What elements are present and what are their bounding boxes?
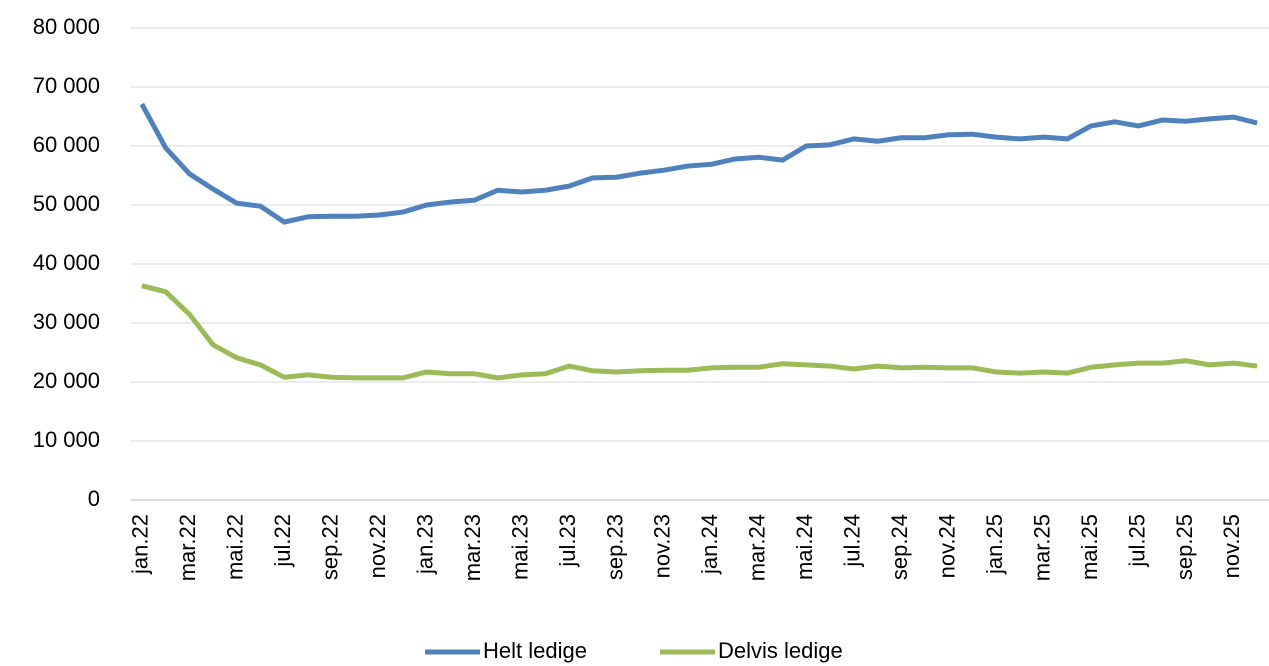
- x-tick-label: sep.25: [1172, 514, 1197, 580]
- x-tick-label: jan.22: [128, 514, 153, 575]
- x-tick-label: mar.22: [175, 514, 200, 581]
- x-tick-label: mai.24: [792, 514, 817, 580]
- y-tick-label: 50 000: [33, 191, 100, 216]
- x-tick-label: jul.22: [270, 514, 295, 568]
- x-tick-label: mar.24: [745, 514, 770, 581]
- series-line: [141, 283, 1258, 381]
- x-tick-label: nov.22: [365, 514, 390, 578]
- x-tick-label: nov.23: [650, 514, 675, 578]
- x-tick-label: jul.24: [840, 514, 865, 568]
- y-tick-label: 80 000: [33, 14, 100, 39]
- y-tick-label: 40 000: [33, 250, 100, 275]
- x-tick-label: mai.25: [1077, 514, 1102, 580]
- series-line: [139, 102, 1258, 225]
- x-tick-label: sep.24: [887, 514, 912, 580]
- y-tick-label: 30 000: [33, 309, 100, 334]
- x-tick-label: mai.23: [507, 514, 532, 580]
- y-tick-label: 60 000: [33, 132, 100, 157]
- x-tick-label: jul.25: [1124, 514, 1149, 568]
- y-tick-label: 10 000: [33, 427, 100, 452]
- y-tick-label: 70 000: [33, 73, 100, 98]
- x-tick-label: jul.23: [555, 514, 580, 568]
- x-tick-label: mai.22: [223, 514, 248, 580]
- y-tick-label: 20 000: [33, 368, 100, 393]
- x-tick-label: jan.25: [982, 514, 1007, 575]
- x-tick-label: sep.23: [602, 514, 627, 580]
- x-tick-label: sep.22: [318, 514, 343, 580]
- x-tick-label: mar.25: [1029, 514, 1054, 581]
- x-tick-label: jan.23: [412, 514, 437, 575]
- x-tick-label: mar.23: [460, 514, 485, 581]
- x-tick-label: jan.24: [697, 514, 722, 575]
- y-tick-label: 0: [88, 486, 100, 511]
- legend-label: Helt ledige: [483, 638, 587, 663]
- x-tick-label: nov.24: [934, 514, 959, 578]
- x-tick-label: nov.25: [1219, 514, 1244, 578]
- legend-label: Delvis ledige: [718, 638, 843, 663]
